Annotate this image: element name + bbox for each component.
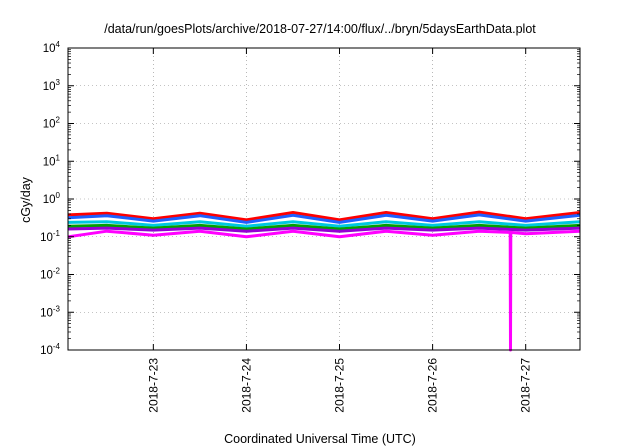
series-group bbox=[67, 210, 581, 352]
y-tick-label: 104 bbox=[43, 40, 61, 55]
x-tick-label: 2018-7-27 bbox=[519, 358, 533, 413]
y-tick-label: 100 bbox=[43, 191, 61, 206]
x-axis-label: Coordinated Universal Time (UTC) bbox=[224, 432, 416, 446]
y-tick-exponent: -2 bbox=[53, 267, 61, 276]
y-tick-exponent: 0 bbox=[56, 191, 61, 200]
x-tick-label: 2018-7-26 bbox=[426, 358, 440, 413]
y-tick-exponent: 3 bbox=[56, 78, 61, 87]
grid bbox=[68, 48, 580, 350]
series-line-5 bbox=[67, 226, 581, 233]
x-tick-label: 2018-7-24 bbox=[239, 358, 253, 413]
y-tick-label: 10-2 bbox=[40, 267, 60, 282]
series-line-6 bbox=[67, 229, 581, 352]
chart-title: /data/run/goesPlots/archive/2018-07-27/1… bbox=[104, 22, 536, 36]
x-tick-label: 2018-7-23 bbox=[146, 358, 160, 413]
series-line-2 bbox=[67, 213, 581, 224]
y-tick-exponent: 1 bbox=[56, 153, 61, 162]
y-tick-label: 101 bbox=[43, 153, 61, 168]
y-tick-exponent: -1 bbox=[53, 229, 61, 238]
y-tick-label: 103 bbox=[43, 78, 61, 93]
y-tick-label: 102 bbox=[43, 116, 61, 131]
y-tick-label: 10-4 bbox=[40, 342, 60, 357]
y-tick-label: 10-3 bbox=[40, 304, 60, 319]
y-tick-exponent: 4 bbox=[56, 40, 61, 49]
y-tick-exponent: -3 bbox=[53, 304, 61, 313]
series-line-1 bbox=[67, 210, 581, 222]
axes: 10-410-310-210-11001011021031042018-7-23… bbox=[40, 40, 580, 413]
series-line-4 bbox=[67, 223, 581, 231]
y-tick-exponent: 2 bbox=[56, 116, 61, 125]
y-tick-exponent: -4 bbox=[53, 342, 61, 351]
y-tick-label: 10-1 bbox=[40, 229, 60, 244]
x-tick-label: 2018-7-25 bbox=[333, 358, 347, 413]
series-line-3 bbox=[67, 220, 581, 228]
